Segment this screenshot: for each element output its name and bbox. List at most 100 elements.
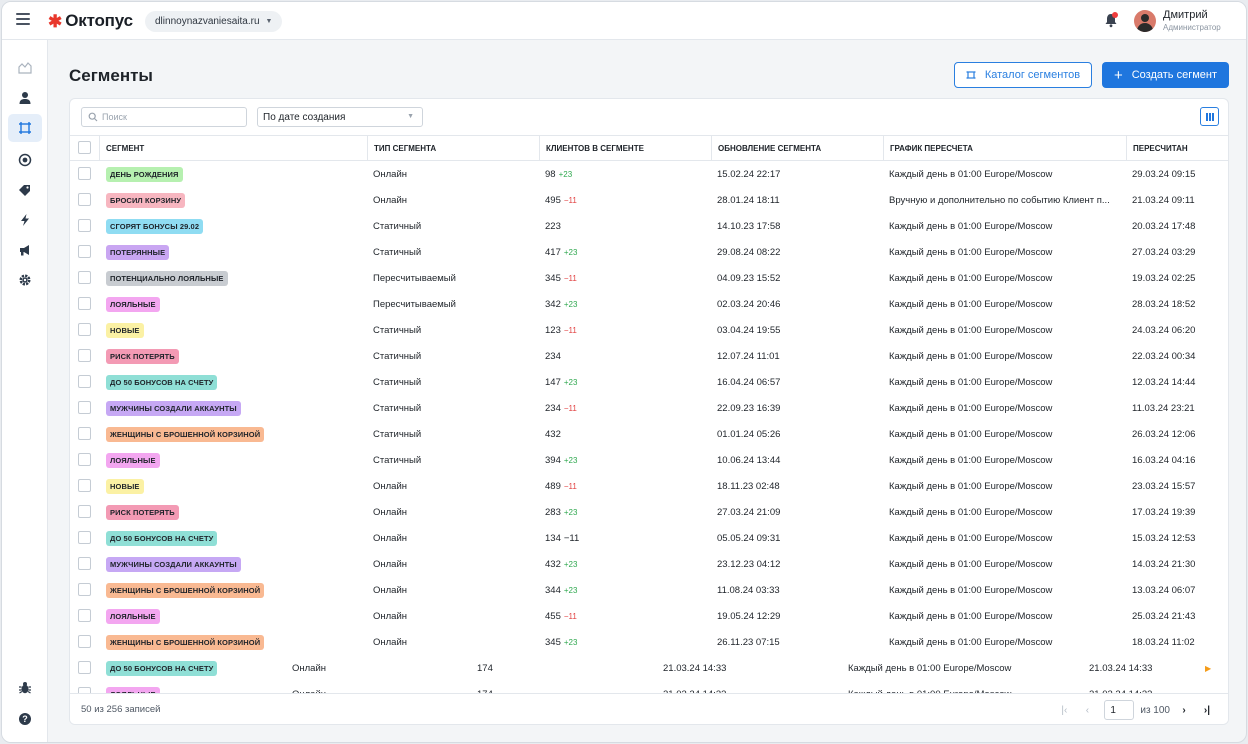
columns-settings-button[interactable]: [1200, 107, 1219, 126]
column-header-clients[interactable]: КЛИЕНТОВ В СЕГМЕНТЕ: [539, 136, 711, 160]
segment-tag[interactable]: РИСК ПОТЕРЯТЬ: [106, 348, 179, 364]
table-row[interactable]: ДО 50 БОНУСОВ НА СЧЕТУ Статичный 147 +23 16.…: [70, 369, 1228, 395]
column-header-type[interactable]: ТИП СЕГМЕНТА: [367, 136, 539, 160]
table-row[interactable]: ПОТЕРЯННЫЕ Статичный 417 +23 29.08.24 08:22 К…: [70, 239, 1228, 265]
row-checkbox[interactable]: [78, 531, 91, 544]
page-title: Сегменты: [69, 66, 153, 85]
select-all-checkbox[interactable]: [78, 141, 91, 154]
row-checkbox[interactable]: [78, 687, 91, 693]
avatar[interactable]: [1134, 10, 1156, 32]
table-row[interactable]: ЛОЯЛЬНЫЕ Онлайн 174 21.03.24 14:33 Каждый де…: [70, 681, 1228, 693]
segment-tag[interactable]: ЛОЯЛЬНЫЕ: [106, 686, 160, 693]
row-checkbox[interactable]: [78, 349, 91, 362]
segment-tag[interactable]: НОВЫЕ: [106, 322, 144, 338]
lightning-icon[interactable]: [8, 206, 42, 234]
clients-delta: +23: [563, 299, 578, 309]
megaphone-icon[interactable]: [8, 236, 42, 264]
bug-icon[interactable]: [8, 674, 42, 702]
next-page-icon[interactable]: ›: [1182, 704, 1186, 716]
table-row[interactable]: ЖЕНЩИНЫ С БРОШЕННОЙ КОРЗИНОЙ Статичный 432…: [70, 421, 1228, 447]
segment-tag[interactable]: ЛОЯЛЬНЫЕ: [106, 296, 160, 312]
target-icon[interactable]: [8, 146, 42, 174]
row-checkbox[interactable]: [78, 167, 91, 180]
table-row[interactable]: НОВЫЕ Онлайн 489 −11 18.11.23 02:48 Каждый де…: [70, 473, 1228, 499]
segment-tag[interactable]: ЛОЯЛЬНЫЕ: [106, 608, 160, 624]
menu-icon[interactable]: [16, 13, 30, 25]
row-checkbox[interactable]: [78, 635, 91, 648]
page-input[interactable]: 1: [1104, 700, 1135, 720]
row-checkbox[interactable]: [78, 661, 91, 674]
row-checkbox[interactable]: [78, 505, 91, 518]
logo[interactable]: ✱ Октопус: [48, 11, 133, 31]
table-row[interactable]: НОВЫЕ Статичный 123 −11 03.04.24 19:55 Каждый…: [70, 317, 1228, 343]
table-row[interactable]: СГОРЯТ БОНУСЫ 29.02 Статичный 223 14.10.23 …: [70, 213, 1228, 239]
column-header-recalculated[interactable]: ПЕРЕСЧИТАН: [1126, 136, 1228, 160]
row-checkbox[interactable]: [78, 479, 91, 492]
table-row[interactable]: ПОТЕНЦИАЛЬНО ЛОЯЛЬНЫЕ Пересчитываемый 345−…: [70, 265, 1228, 291]
first-page-icon[interactable]: |‹: [1061, 704, 1068, 716]
table-row[interactable]: ЖЕНЩИНЫ С БРОШЕННОЙ КОРЗИНОЙ Онлайн 345 +23…: [70, 629, 1228, 655]
row-checkbox[interactable]: [78, 583, 91, 596]
segment-tag[interactable]: НОВЫЕ: [106, 478, 144, 494]
segment-tag[interactable]: РИСК ПОТЕРЯТЬ: [106, 504, 179, 520]
row-checkbox[interactable]: [78, 401, 91, 414]
create-segment-button[interactable]: + Создать сегмент: [1102, 62, 1229, 88]
segment-tag[interactable]: СГОРЯТ БОНУСЫ 29.02: [106, 218, 204, 234]
table-row[interactable]: РИСК ПОТЕРЯТЬ Статичный 234 12.07.24 11:01 К…: [70, 343, 1228, 369]
table-row[interactable]: БРОСИЛ КОРЗИНУ Онлайн 495 −11 28.01.24 18:11…: [70, 187, 1228, 213]
table-row[interactable]: ЛОЯЛЬНЫЕ Пересчитываемый 342 +23 02.03.24 20…: [70, 291, 1228, 317]
segment-tag[interactable]: ДО 50 БОНУСОВ НА СЧЕТУ: [106, 374, 218, 390]
table-row[interactable]: МУЖЧИНЫ СОЗДАЛИ АККАУНТЫ Статичный 234 −11 2…: [70, 395, 1228, 421]
user-name[interactable]: Дмитрий: [1163, 9, 1208, 21]
sort-select[interactable]: По дате создания ▼: [257, 107, 423, 127]
site-selector[interactable]: dlinnoynazvaniesaita.ru ▼: [145, 11, 283, 32]
segment-tag[interactable]: ДО 50 БОНУСОВ НА СЧЕТУ: [106, 530, 218, 546]
help-icon[interactable]: ?: [8, 705, 42, 733]
row-checkbox[interactable]: [78, 297, 91, 310]
search-input[interactable]: Поиск: [81, 107, 247, 127]
segment-tag[interactable]: БРОСИЛ КОРЗИНУ: [106, 192, 186, 208]
segment-tag[interactable]: ПОТЕРЯННЫЕ: [106, 244, 170, 260]
table-row[interactable]: РИСК ПОТЕРЯТЬ Онлайн 283 +23 27.03.24 21:09 К…: [70, 499, 1228, 525]
column-header-schedule[interactable]: ГРАФИК ПЕРЕСЧЕТА: [883, 136, 1126, 160]
notification-bell-icon[interactable]: [1104, 12, 1118, 28]
last-page-icon[interactable]: ›|: [1203, 704, 1211, 716]
segment-tag[interactable]: МУЖЧИНЫ СОЗДАЛИ АККАУНТЫ: [106, 556, 241, 572]
gear-icon[interactable]: [8, 266, 42, 294]
table-row[interactable]: ДО 50 БОНУСОВ НА СЧЕТУ Онлайн 134 −11 05.05.…: [70, 525, 1228, 551]
segment-tag[interactable]: ЛОЯЛЬНЫЕ: [106, 452, 160, 468]
row-checkbox[interactable]: [78, 609, 91, 622]
row-checkbox[interactable]: [78, 375, 91, 388]
dashboard-icon[interactable]: [8, 54, 42, 82]
table-row[interactable]: МУЖЧИНЫ СОЗДАЛИ АККАУНТЫ Онлайн 432 +23 23.1…: [70, 551, 1228, 577]
table-row[interactable]: ЛОЯЛЬНЫЕ Статичный 394 +23 10.06.24 13:44 Каж…: [70, 447, 1228, 473]
table-row[interactable]: ЖЕНЩИНЫ С БРОШЕННОЙ КОРЗИНОЙ Онлайн 344 +23…: [70, 577, 1228, 603]
row-checkbox[interactable]: [78, 271, 91, 284]
segment-tag[interactable]: ДЕНЬ РОЖДЕНИЯ: [106, 166, 183, 182]
row-checkbox[interactable]: [78, 219, 91, 232]
row-checkbox[interactable]: [78, 193, 91, 206]
segment-tag[interactable]: ПОТЕНЦИАЛЬНО ЛОЯЛЬНЫЕ: [106, 270, 228, 286]
user-icon[interactable]: [8, 84, 42, 112]
segment-tag[interactable]: МУЖЧИНЫ СОЗДАЛИ АККАУНТЫ: [106, 400, 241, 416]
segment-catalog-button[interactable]: Каталог сегментов: [954, 62, 1092, 88]
row-checkbox[interactable]: [78, 427, 91, 440]
row-checkbox[interactable]: [78, 557, 91, 570]
row-checkbox[interactable]: [78, 323, 91, 336]
row-checkbox[interactable]: [78, 453, 91, 466]
tag-icon[interactable]: [8, 176, 42, 204]
segments-icon[interactable]: [8, 114, 42, 142]
prev-page-icon[interactable]: ‹: [1085, 704, 1090, 716]
table-row[interactable]: ДО 50 БОНУСОВ НА СЧЕТУ Онлайн 174 21.03.24 …: [70, 655, 1228, 681]
segment-tag[interactable]: ЖЕНЩИНЫ С БРОШЕННОЙ КОРЗИНОЙ: [106, 634, 265, 650]
row-checkbox[interactable]: [78, 245, 91, 258]
recalculated-date: 26.03.24 12:06: [1132, 428, 1196, 440]
segment-tag[interactable]: ЖЕНЩИНЫ С БРОШЕННОЙ КОРЗИНОЙ: [106, 426, 265, 442]
column-header-segment[interactable]: СЕГМЕНТ: [99, 136, 367, 160]
clients-count: 455 −11: [545, 603, 710, 629]
segment-tag[interactable]: ДО 50 БОНУСОВ НА СЧЕТУ: [106, 660, 218, 676]
segment-tag[interactable]: ЖЕНЩИНЫ С БРОШЕННОЙ КОРЗИНОЙ: [106, 582, 265, 598]
column-header-updated[interactable]: ОБНОВЛЕНИЕ СЕГМЕНТА: [711, 136, 883, 160]
table-row[interactable]: ДЕНЬ РОЖДЕНИЯ Онлайн 98 +23 15.02.24 22:17 Ка…: [70, 161, 1228, 187]
table-row[interactable]: ЛОЯЛЬНЫЕ Онлайн 455 −11 19.05.24 12:29 Каждый…: [70, 603, 1228, 629]
